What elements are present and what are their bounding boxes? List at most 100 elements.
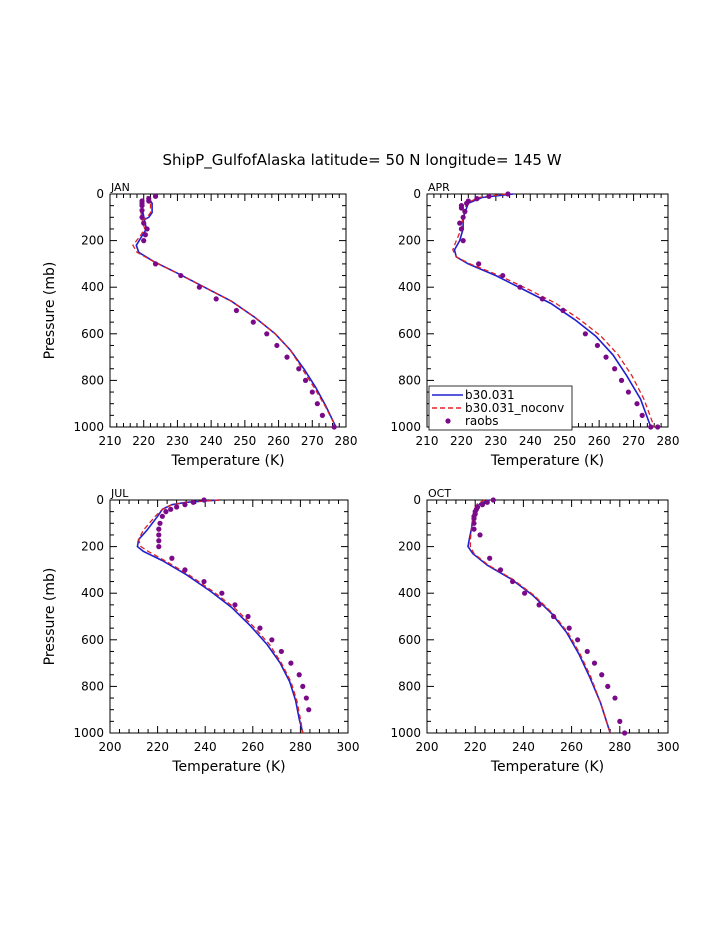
legend-label: b30.031 xyxy=(465,388,515,402)
panel-label: APR xyxy=(428,181,450,194)
raobs-point xyxy=(458,226,465,232)
raobs-point xyxy=(156,526,162,532)
raobs-point xyxy=(142,232,148,238)
y-tick-label: 200 xyxy=(398,234,421,248)
raobs-point xyxy=(168,506,174,512)
panel-label: JUL xyxy=(110,487,129,500)
raobs-point xyxy=(274,342,280,349)
x-tick-label: 300 xyxy=(657,740,680,754)
raobs-point xyxy=(566,625,572,631)
panel-oct: 200 220 240 260 280 300 0 200 400 600 800 1000 Tempe… xyxy=(390,487,679,775)
x-tick-label: 260 xyxy=(588,434,611,448)
panel-label: OCT xyxy=(428,487,451,500)
x-tick-label: 260 xyxy=(241,740,264,754)
x-tick-label: 210 xyxy=(416,434,439,448)
noconv-line xyxy=(469,499,611,734)
x-tick-label: 270 xyxy=(301,434,324,448)
raobs-point xyxy=(152,193,159,199)
raobs-point xyxy=(269,637,275,643)
y-tick-label: 600 xyxy=(81,327,104,341)
raobs-point xyxy=(174,504,180,510)
y-tick-label: 0 xyxy=(96,493,104,507)
raobs-point xyxy=(486,193,492,199)
raobs-point xyxy=(634,401,640,407)
raobs-point xyxy=(612,366,618,372)
raobs-point xyxy=(625,389,632,395)
raobs-point xyxy=(201,578,207,585)
raobs-point xyxy=(264,331,270,337)
raobs-point xyxy=(201,497,207,503)
raobs-point xyxy=(536,602,542,608)
raobs-point xyxy=(139,207,145,213)
raobs-point xyxy=(139,214,145,220)
raobs-point xyxy=(314,401,320,407)
x-tick-label: 220 xyxy=(464,740,487,754)
plot-frame xyxy=(426,499,669,734)
raobs-point xyxy=(622,730,628,736)
raobs-point xyxy=(146,198,152,204)
chart-title: ShipP_GulfofAlaska latitude= 50 N longit… xyxy=(162,151,561,170)
y-tick-label: 200 xyxy=(81,234,104,248)
raobs-point xyxy=(219,590,225,596)
y-tick-label: 200 xyxy=(81,540,104,554)
raobs-point xyxy=(296,366,302,372)
raobs-point xyxy=(605,683,611,690)
raobs-point xyxy=(594,342,601,349)
b30-031-line xyxy=(136,499,304,734)
x-tick-label: 260 xyxy=(560,740,583,754)
raobs-point xyxy=(296,672,302,678)
x-tick-label: 230 xyxy=(166,434,189,448)
raobs-point xyxy=(655,424,661,430)
x-tick-label: 280 xyxy=(289,740,312,754)
raobs-point xyxy=(460,238,466,244)
raobs-point xyxy=(159,513,165,519)
y-tick-label: 400 xyxy=(398,280,421,294)
raobs-point xyxy=(196,284,202,290)
raobs-point xyxy=(331,424,337,430)
raobs-point xyxy=(213,296,219,302)
x-axis-title: Temperature (K) xyxy=(490,759,604,775)
x-tick-label: 200 xyxy=(416,740,439,754)
raobs-point xyxy=(477,532,483,538)
y-tick-label: 1000 xyxy=(390,726,421,740)
raobs-point xyxy=(582,331,588,337)
x-tick-label: 280 xyxy=(335,434,358,448)
x-tick-label: 250 xyxy=(553,434,576,448)
raobs-point xyxy=(245,613,251,620)
y-tick-label: 800 xyxy=(398,679,421,693)
raobs-point xyxy=(539,296,545,302)
panel-label: JAN xyxy=(110,181,130,194)
y-tick-label: 600 xyxy=(398,633,421,647)
noconv-line xyxy=(132,196,337,428)
plot-frame xyxy=(109,499,349,734)
raobs-point xyxy=(302,377,309,383)
raobs-point xyxy=(575,637,581,643)
raobs-point xyxy=(141,220,147,226)
x-tick-label: 240 xyxy=(512,740,535,754)
raobs-point xyxy=(500,272,506,279)
x-tick-label: 260 xyxy=(267,434,290,448)
raobs-point xyxy=(157,520,163,526)
raobs-point xyxy=(288,660,294,666)
raobs-point xyxy=(156,544,162,550)
raobs-point xyxy=(190,499,196,505)
legend-label: b30.031_noconv xyxy=(465,401,564,415)
raobs-point xyxy=(471,520,477,526)
legend-label: raobs xyxy=(465,414,499,428)
raobs-point xyxy=(169,555,175,561)
raobs-point xyxy=(471,516,477,522)
raobs-point xyxy=(163,509,169,515)
y-tick-label: 800 xyxy=(398,373,421,387)
raobs-point xyxy=(232,602,238,608)
y-axis-title: Pressure (mb) xyxy=(42,262,58,360)
raobs-point xyxy=(141,238,147,244)
raobs-point xyxy=(618,377,625,383)
y-tick-label: 200 xyxy=(398,540,421,554)
y-tick-label: 1000 xyxy=(390,420,421,434)
x-tick-label: 240 xyxy=(200,434,223,448)
raobs-point xyxy=(639,412,645,418)
y-axis-title: Pressure (mb) xyxy=(42,568,58,666)
raobs-point xyxy=(522,590,528,596)
y-tick-label: 600 xyxy=(81,633,104,647)
